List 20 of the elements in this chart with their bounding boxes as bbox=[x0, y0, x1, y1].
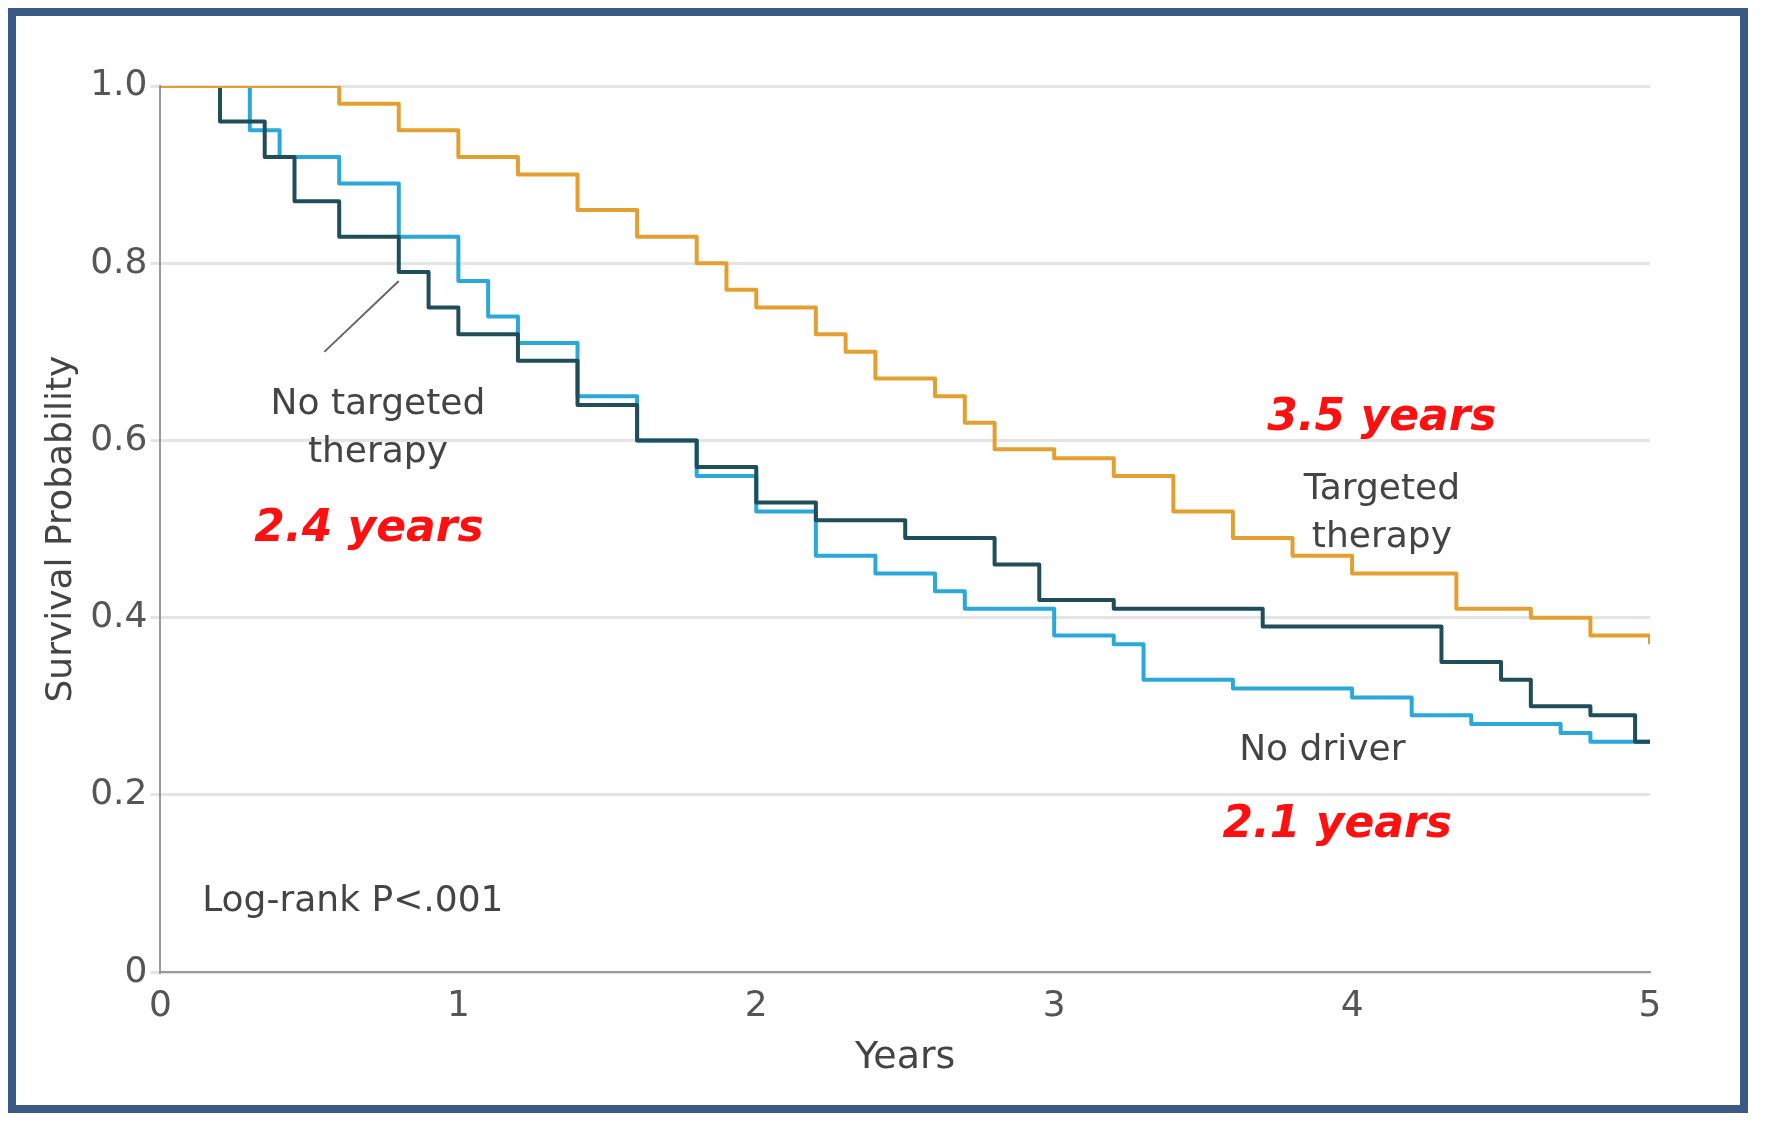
y-tick-label: 1.0 bbox=[90, 62, 148, 104]
x-tick-label: 1 bbox=[446, 983, 470, 1025]
y-tick-label: 0.8 bbox=[90, 239, 148, 281]
y-axis-title: Survival Probability bbox=[37, 355, 79, 703]
y-tick-label: 0.2 bbox=[90, 771, 148, 813]
x-tick-label: 4 bbox=[1340, 983, 1364, 1025]
series-label: No driver bbox=[1239, 727, 1406, 769]
x-tick-label: 2 bbox=[744, 983, 768, 1025]
annotation: Log-rank P<.001 bbox=[202, 877, 504, 919]
annotation: 3.5 years bbox=[1267, 388, 1497, 440]
y-tick-label: 0 bbox=[124, 948, 148, 990]
y-tick-label: 0.4 bbox=[90, 594, 148, 636]
y-tick-label: 0.6 bbox=[90, 416, 148, 458]
x-axis-title: Years bbox=[854, 1033, 956, 1078]
series-label: No targeted therapy bbox=[270, 381, 486, 471]
x-tick-label: 5 bbox=[1638, 983, 1662, 1025]
annotation: 2.4 years bbox=[254, 499, 484, 551]
x-tick-label: 3 bbox=[1042, 983, 1066, 1025]
series-label: Targeted therapy bbox=[1302, 465, 1461, 555]
annotation: 2.1 years bbox=[1222, 796, 1452, 848]
